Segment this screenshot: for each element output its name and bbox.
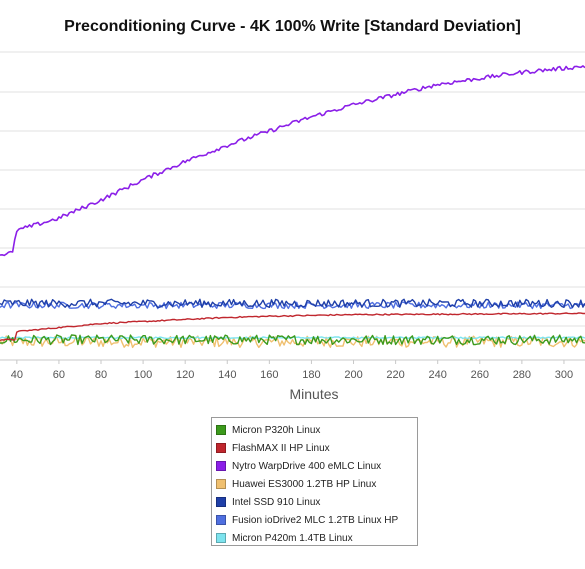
legend: Micron P320h Linux FlashMAX II HP Linux Ny… (211, 417, 418, 546)
series-line-2 (0, 65, 585, 257)
x-axis-ticks: 40 60 80 100 120 140 160 180 200 220 240 260 280 300 (11, 360, 573, 381)
x-tick-label-7: 180 (302, 369, 320, 381)
legend-item-5: Fusion ioDrive2 MLC 1.2TB Linux HP (216, 511, 417, 529)
x-tick-label-6: 160 (260, 369, 278, 381)
legend-label-3: Huawei ES3000 1.2TB HP Linux (232, 478, 377, 490)
x-tick-label-9: 220 (386, 369, 404, 381)
legend-swatch-0 (216, 425, 226, 435)
series-lines (0, 65, 585, 349)
x-tick-label-4: 120 (176, 369, 194, 381)
legend-item-3: Huawei ES3000 1.2TB HP Linux (216, 475, 417, 493)
series-line-3 (0, 335, 585, 349)
x-tick-label-3: 100 (134, 369, 152, 381)
legend-swatch-5 (216, 515, 226, 525)
x-tick-label-12: 280 (513, 369, 531, 381)
x-tick-label-11: 260 (471, 369, 489, 381)
x-tick-label-10: 240 (429, 369, 447, 381)
legend-item-2: Nytro WarpDrive 400 eMLC Linux (216, 457, 417, 475)
legend-label-2: Nytro WarpDrive 400 eMLC Linux (232, 460, 382, 472)
legend-item-1: FlashMAX II HP Linux (216, 439, 417, 457)
grid (0, 51, 585, 361)
series-line-1 (0, 312, 585, 341)
legend-swatch-1 (216, 443, 226, 453)
x-tick-label-13: 300 (555, 369, 573, 381)
legend-label-5: Fusion ioDrive2 MLC 1.2TB Linux HP (232, 514, 399, 526)
legend-swatch-4 (216, 497, 226, 507)
series-line-4 (0, 298, 585, 308)
legend-label-4: Intel SSD 910 Linux (232, 496, 321, 508)
legend-item-4: Intel SSD 910 Linux (216, 493, 417, 511)
legend-label-0: Micron P320h Linux (232, 424, 321, 436)
series-line-0 (0, 334, 585, 346)
x-tick-label-1: 60 (53, 369, 65, 381)
legend-item-6: Micron P420m 1.4TB Linux (216, 529, 417, 547)
legend-swatch-2 (216, 461, 226, 471)
legend-label-1: FlashMAX II HP Linux (232, 442, 330, 454)
x-tick-label-0: 40 (11, 369, 23, 381)
chart-title: Preconditioning Curve - 4K 100% Write [S… (64, 18, 521, 35)
legend-swatch-6 (216, 533, 226, 543)
x-tick-label-2: 80 (95, 369, 107, 381)
legend-swatch-3 (216, 479, 226, 489)
x-axis-label: Minutes (289, 386, 339, 402)
legend-item-0: Micron P320h Linux (216, 421, 417, 439)
x-tick-label-5: 140 (218, 369, 236, 381)
legend-label-6: Micron P420m 1.4TB Linux (232, 532, 353, 544)
x-tick-label-8: 200 (344, 369, 362, 381)
